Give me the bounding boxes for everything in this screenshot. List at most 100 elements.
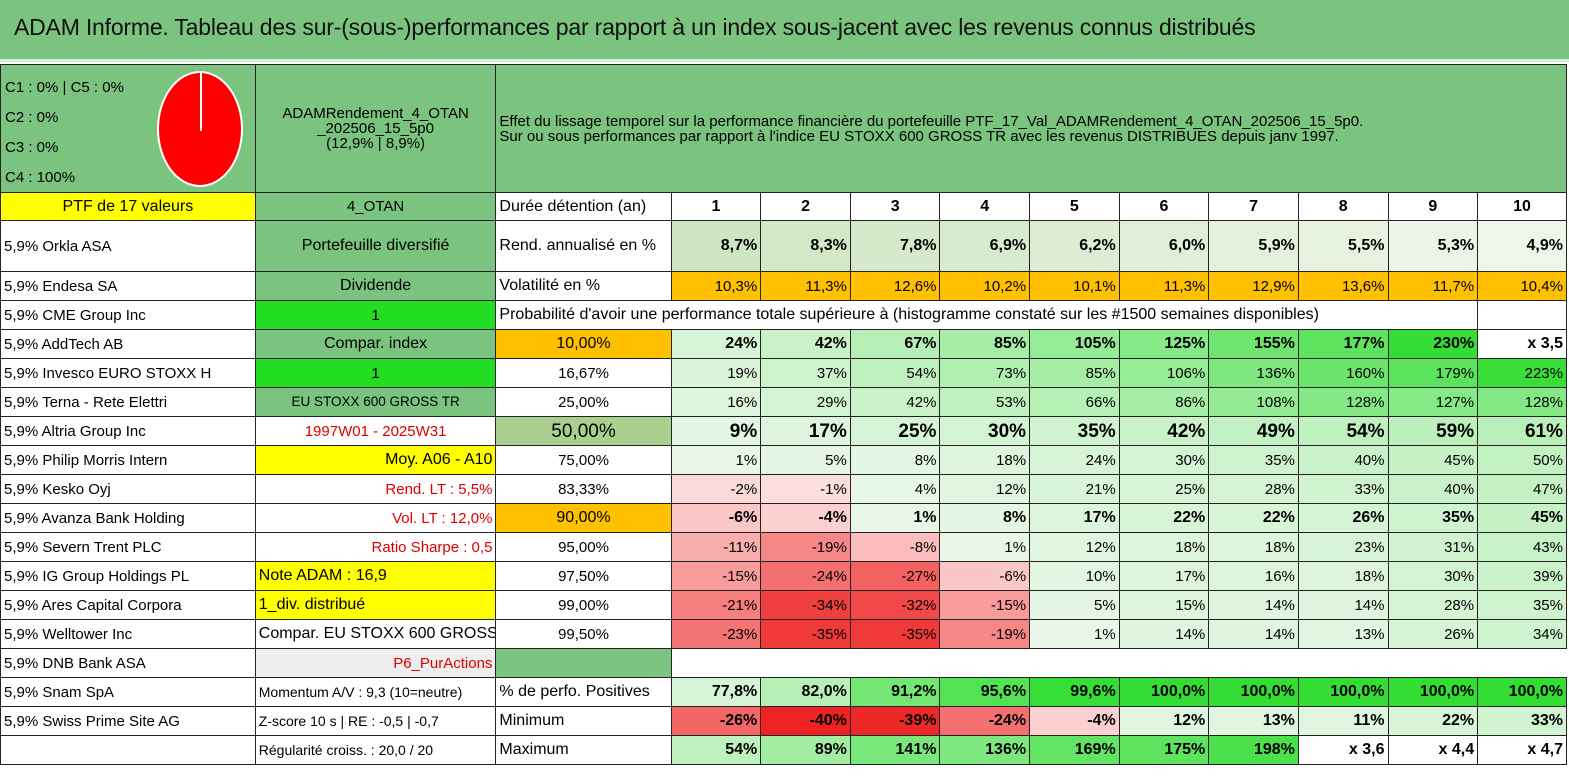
indicator-2: 1: [254, 358, 497, 388]
stat-value: 95,6%: [939, 677, 1031, 707]
row-label: Volatilité en %: [495, 271, 672, 301]
performance-value: 30%: [939, 416, 1031, 446]
portfolio-returns: (12,9% | 8,9%): [326, 135, 426, 152]
category-label: P6_PurActions: [254, 648, 497, 678]
holding-name: 5,9% DNB Bank ASA: [0, 648, 256, 678]
return-value: 5,5%: [1297, 220, 1389, 272]
holding-name: 5,9% CME Group Inc: [0, 300, 256, 330]
row-label: Rend. annualisé en %: [495, 220, 672, 272]
stat-value: 99,6%: [1029, 677, 1120, 707]
stat-value: x 4,4: [1387, 735, 1479, 765]
performance-value: 43%: [1477, 532, 1567, 562]
performance-value: 16%: [1208, 561, 1299, 591]
empty-cell: [1477, 300, 1567, 330]
portfolio-name-line: ADAMRendement_4_OTAN: [282, 105, 469, 122]
probability-level: 10,00%: [495, 329, 672, 359]
stat-value: -4%: [1029, 706, 1120, 736]
row-label: % de perfo. Positives: [495, 677, 672, 707]
performance-value: 179%: [1387, 358, 1479, 388]
performance-value: 18%: [1118, 532, 1210, 562]
stat-value: 100,0%: [1387, 677, 1479, 707]
probability-level: 25,00%: [495, 387, 672, 417]
performance-value: 1%: [939, 532, 1031, 562]
performance-value: 17%: [1029, 503, 1120, 533]
holding-name: 5,9% Invesco EURO STOXX H: [0, 358, 256, 388]
holding-name: 5,9% Kesko Oyj: [0, 474, 256, 504]
stat-value: 11%: [1297, 706, 1389, 736]
performance-value: 22%: [1118, 503, 1210, 533]
return-value: 8,3%: [760, 220, 851, 272]
performance-value: 24%: [1029, 445, 1120, 475]
performance-value: -6%: [939, 561, 1031, 591]
performance-value: 128%: [1477, 387, 1567, 417]
performance-value: 49%: [1208, 416, 1299, 446]
performance-value: 14%: [1297, 590, 1389, 620]
performance-value: 230%: [1387, 329, 1479, 359]
performance-value: 5%: [1029, 590, 1120, 620]
performance-value: 54%: [849, 358, 941, 388]
performance-value: 35%: [1029, 416, 1120, 446]
spacer-cell: [495, 648, 672, 678]
description-line: Sur ou sous performances par rapport à l…: [499, 127, 1339, 145]
momentum: Momentum A/V : 9,3 (10=neutre): [254, 677, 497, 707]
performance-value: -21%: [670, 590, 762, 620]
stat-value: 33%: [1477, 706, 1567, 736]
holding-name: 5,9% Endesa SA: [0, 271, 256, 301]
stat-value: -26%: [670, 706, 762, 736]
compar-index-label: Compar. index: [254, 329, 497, 359]
dividend-distributed: 1_div. distribué: [254, 590, 497, 620]
performance-value: 17%: [1118, 561, 1210, 591]
performance-value: 30%: [1118, 445, 1210, 475]
performance-value: 21%: [1029, 474, 1120, 504]
stat-value: 13%: [1208, 706, 1299, 736]
performance-value: 37%: [760, 358, 851, 388]
performance-value: 45%: [1477, 503, 1567, 533]
performance-value: 45%: [1387, 445, 1479, 475]
performance-value: 39%: [1477, 561, 1567, 591]
performance-value: 86%: [1118, 387, 1210, 417]
performance-value: 29%: [760, 387, 851, 417]
return-value: 5,3%: [1387, 220, 1479, 272]
return-value: 8,7%: [670, 220, 762, 272]
return-value: 6,2%: [1029, 220, 1120, 272]
date-range: 1997W01 - 2025W31: [254, 416, 497, 446]
performance-value: 14%: [1118, 619, 1210, 649]
portfolio-legend-cell: C1 : 0% | C5 : 0% C2 : 0% C3 : 0% C4 : 1…: [0, 64, 256, 193]
holding-name: 5,9% Orkla ASA: [0, 220, 256, 272]
z-score: Z-score 10 s | RE : -0,5 | -0,7: [254, 706, 497, 736]
stat-value: -24%: [939, 706, 1031, 736]
performance-value: -27%: [849, 561, 941, 591]
volatility-value: 11,3%: [760, 271, 851, 301]
holding-name: 5,9% Terna - Rete Elettri: [0, 387, 256, 417]
volatility-value: 10,4%: [1477, 271, 1567, 301]
performance-value: -6%: [670, 503, 762, 533]
holding-name: 5,9% Ares Capital Corpora: [0, 590, 256, 620]
probability-level: 50,00%: [495, 416, 672, 446]
stat-value: 141%: [849, 735, 941, 765]
performance-value: 40%: [1387, 474, 1479, 504]
performance-value: -15%: [670, 561, 762, 591]
growth-regularity: Régularité croiss. : 20,0 / 20: [254, 735, 497, 765]
year-header: 1: [670, 192, 762, 221]
year-header: 9: [1387, 192, 1479, 221]
performance-value: 42%: [849, 387, 941, 417]
performance-value: 28%: [1208, 474, 1299, 504]
performance-value: 59%: [1387, 416, 1479, 446]
volatility-value: 10,2%: [939, 271, 1031, 301]
performance-value: 1%: [1029, 619, 1120, 649]
year-header: 5: [1029, 192, 1120, 221]
performance-value: 14%: [1208, 619, 1299, 649]
year-header: 8: [1297, 192, 1389, 221]
probability-level: 75,00%: [495, 445, 672, 475]
performance-value: 47%: [1477, 474, 1567, 504]
holding-name: 5,9% Swiss Prime Site AG: [0, 706, 256, 736]
performance-value: 18%: [1297, 561, 1389, 591]
performance-value: 14%: [1208, 590, 1299, 620]
volatility-value: 10,1%: [1029, 271, 1120, 301]
holding-name: 5,9% Welltower Inc: [0, 619, 256, 649]
index-name: EU STOXX 600 GROSS TR: [254, 387, 497, 417]
probability-level: 90,00%: [495, 503, 672, 533]
performance-value: 12%: [1029, 532, 1120, 562]
performance-value: 42%: [760, 329, 851, 359]
performance-value: 136%: [1208, 358, 1299, 388]
